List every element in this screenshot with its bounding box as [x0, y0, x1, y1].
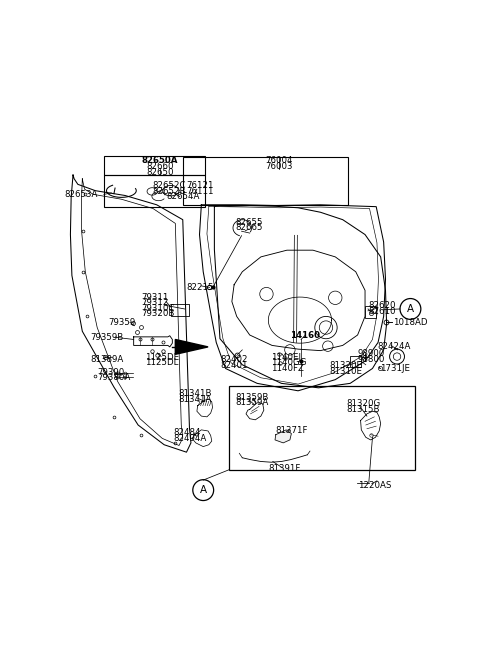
- Bar: [365, 306, 376, 318]
- Text: 76004: 76004: [266, 156, 293, 165]
- Text: 82215: 82215: [186, 283, 214, 292]
- Text: A: A: [407, 304, 414, 314]
- Text: 79320B: 79320B: [141, 309, 174, 318]
- Text: 82402: 82402: [221, 355, 248, 364]
- Text: 1731JE: 1731JE: [380, 364, 410, 373]
- Bar: [350, 356, 361, 367]
- Text: 81389A: 81389A: [91, 355, 124, 364]
- Text: 82424A: 82424A: [377, 342, 410, 352]
- Text: 79359: 79359: [108, 318, 136, 327]
- Text: 81320E: 81320E: [330, 361, 363, 370]
- Text: 82650A: 82650A: [142, 156, 178, 165]
- Text: 82652C: 82652C: [152, 181, 186, 190]
- Text: 81315B: 81315B: [347, 405, 380, 413]
- Text: 1140EJ: 1140EJ: [271, 353, 300, 362]
- Bar: [104, 175, 205, 207]
- Polygon shape: [275, 430, 291, 443]
- Text: 81391F: 81391F: [268, 464, 300, 474]
- Text: 81320G: 81320G: [347, 399, 381, 408]
- Text: 98900: 98900: [358, 349, 385, 358]
- Bar: [229, 386, 415, 470]
- Text: 81371F: 81371F: [276, 426, 308, 436]
- Text: A: A: [200, 485, 207, 495]
- Text: 82655: 82655: [236, 218, 263, 227]
- Text: 14160: 14160: [290, 331, 320, 340]
- Text: 82620: 82620: [369, 302, 396, 310]
- Text: 1125DE: 1125DE: [145, 353, 179, 362]
- Text: 82660: 82660: [146, 162, 173, 171]
- Text: 98800: 98800: [358, 355, 385, 363]
- Text: 82494A: 82494A: [173, 434, 207, 443]
- Text: 79312: 79312: [141, 298, 168, 307]
- Text: 79310C: 79310C: [141, 304, 174, 313]
- Text: 81341A: 81341A: [178, 395, 212, 404]
- Text: 76003: 76003: [266, 162, 293, 171]
- Text: 82653A: 82653A: [65, 190, 98, 199]
- Text: 82610: 82610: [369, 307, 396, 316]
- Text: 82484: 82484: [173, 428, 201, 437]
- Polygon shape: [175, 339, 208, 354]
- Text: 76111: 76111: [186, 187, 214, 196]
- Text: 1125DL: 1125DL: [145, 358, 178, 367]
- Text: 1220AS: 1220AS: [358, 481, 391, 490]
- Text: 82650: 82650: [146, 168, 173, 177]
- Text: 76121: 76121: [186, 181, 214, 190]
- Text: 79311: 79311: [141, 293, 168, 302]
- Text: 81359B: 81359B: [236, 393, 269, 401]
- Text: 82654A: 82654A: [166, 192, 199, 201]
- Text: 81359A: 81359A: [236, 398, 269, 407]
- Text: 1140FZ: 1140FZ: [271, 364, 303, 373]
- Text: 81341B: 81341B: [178, 389, 212, 398]
- Text: 82401: 82401: [221, 361, 248, 369]
- Text: 79390: 79390: [97, 368, 124, 377]
- Text: 82665: 82665: [236, 223, 263, 232]
- Text: 82652B: 82652B: [152, 187, 186, 196]
- Text: 1018AD: 1018AD: [393, 318, 427, 327]
- Text: 81310E: 81310E: [330, 367, 363, 376]
- Bar: [104, 156, 205, 175]
- Bar: [183, 157, 348, 205]
- Text: 79359B: 79359B: [91, 333, 124, 342]
- Text: 1140GG: 1140GG: [271, 358, 306, 367]
- Text: 79380A: 79380A: [97, 373, 131, 382]
